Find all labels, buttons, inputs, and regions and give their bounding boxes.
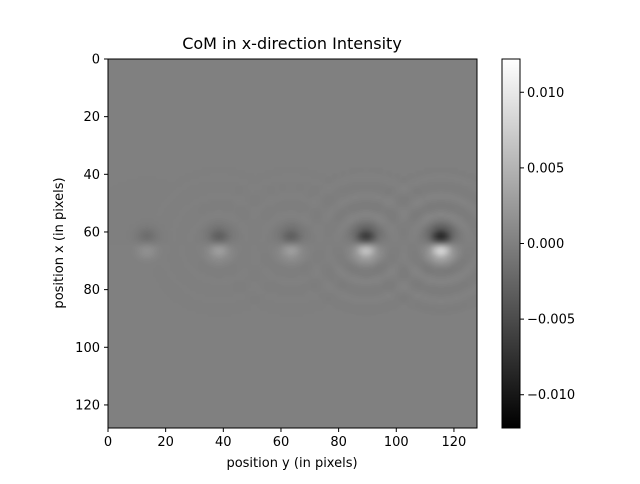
colorbar-tick-label: 0.000 [527,237,564,252]
colorbar-gradient [501,58,521,429]
x-tick-label: 100 [384,435,409,450]
y-tick-label: 20 [83,110,100,125]
chart-title: CoM in x-direction Intensity [182,34,402,53]
y-tick-label: 0 [92,53,100,68]
x-axis: 0 20 40 60 80 100 120 [104,428,466,450]
x-axis-label: position y (in pixels) [226,456,357,471]
x-tick-label: 40 [215,435,232,450]
y-tick-label: 120 [75,398,100,413]
colorbar-tick-label: 0.010 [527,86,564,101]
colorbar-ticks: 0.010 0.005 0.000 −0.005 −0.010 [520,86,575,403]
x-tick-label: 120 [442,435,467,450]
colorbar-tick-label: −0.005 [527,313,575,328]
y-axis: 0 20 40 60 80 100 120 [75,53,108,413]
x-tick-label: 0 [104,435,112,450]
heatmap-area [107,58,478,429]
y-tick-label: 40 [83,168,100,183]
colorbar-tick-label: 0.005 [527,161,564,176]
y-tick-label: 100 [75,341,100,356]
x-tick-label: 80 [330,435,347,450]
x-tick-label: 20 [157,435,174,450]
plot-frame [107,58,478,429]
y-axis-label: position x (in pixels) [52,177,67,308]
heatmap-image [108,59,477,428]
colorbar: 0.010 0.005 0.000 −0.005 −0.010 [501,58,575,429]
x-tick-label: 60 [273,435,290,450]
y-tick-label: 80 [83,283,100,298]
colorbar-tick-label: −0.010 [527,388,575,403]
y-tick-label: 60 [83,225,100,240]
